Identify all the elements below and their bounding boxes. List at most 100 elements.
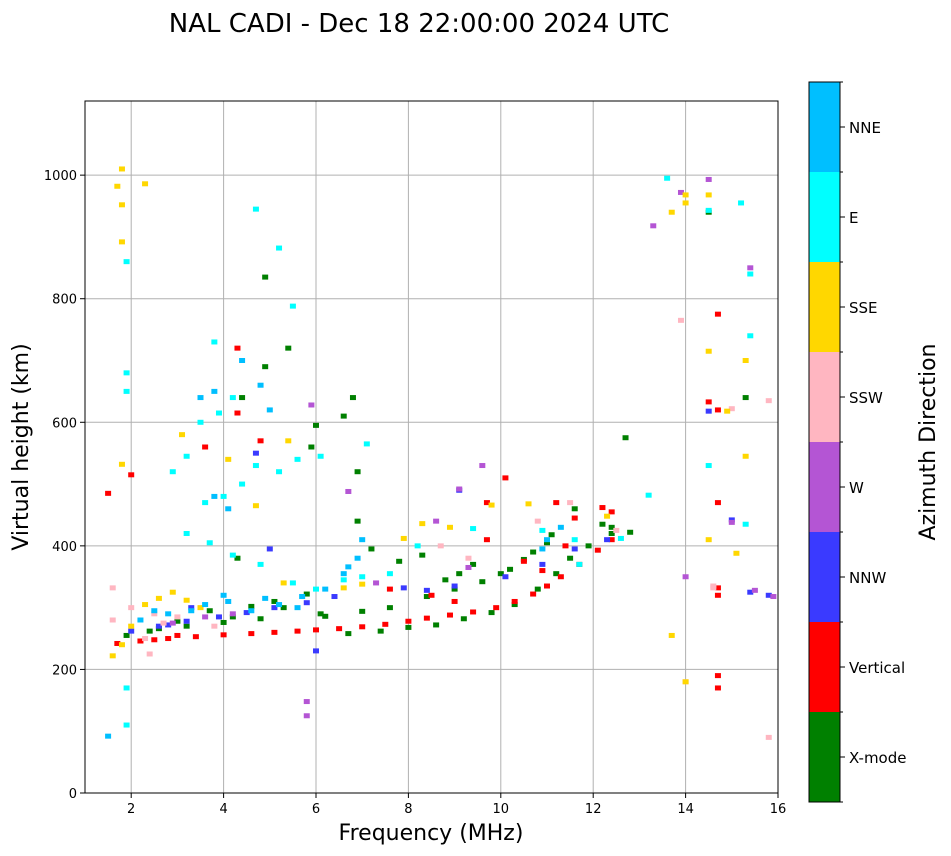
data-point [520,558,527,564]
data-point [604,537,611,543]
data-point [105,733,112,739]
data-point [257,561,264,567]
y-tick-label: 400 [52,540,77,555]
data-point [252,206,259,212]
data-point [571,537,578,543]
data-point [714,685,721,691]
data-point [285,345,292,351]
data-point [303,600,310,606]
data-point [742,358,749,363]
data-point [322,586,329,592]
colorbar-tick-label: X-mode [849,749,906,767]
x-tick-label: 14 [677,802,694,817]
data-point [243,610,250,616]
data-point [553,500,560,506]
data-point [710,583,717,589]
data-point [165,611,172,617]
data-point [229,552,236,558]
data-point [331,594,338,600]
data-point [155,595,162,601]
data-point [257,616,264,622]
data-point [123,722,130,728]
data-point [571,515,578,521]
data-point [248,603,255,609]
data-point [617,535,624,541]
data-point [202,614,209,620]
data-point [539,527,546,533]
x-axis-ticks: 2 4 6 8 10 12 14 16 [127,793,786,817]
data-point [446,524,453,530]
data-point [109,653,116,659]
data-point [765,398,772,404]
data-point [682,574,689,580]
colorbar-tick-label: Vertical [849,659,905,677]
data-point [174,614,181,620]
data-point [299,594,306,600]
data-point [433,622,440,628]
data-point [451,586,458,592]
data-point [118,461,125,467]
data-point [280,580,287,586]
data-point [539,568,546,574]
data-point [114,640,121,646]
data-point [400,585,407,591]
series-vertical [105,311,721,691]
data-point [137,638,144,644]
data-point [294,456,301,462]
data-point [271,598,278,604]
data-point [594,547,601,553]
y-tick-label: 0 [69,787,77,802]
data-point [206,540,213,546]
data-point [377,628,384,634]
data-point [123,685,130,691]
data-point [123,388,130,394]
data-point [197,419,204,425]
data-point [599,505,606,511]
data-point [285,438,292,444]
data-point [313,627,319,633]
data-point [405,618,412,624]
data-point [567,500,574,506]
data-point [215,410,222,416]
data-point [345,564,352,570]
data-point [354,555,361,561]
data-point [396,558,403,564]
data-point [294,605,301,611]
data-point [262,274,269,280]
data-point [419,521,426,527]
data-point [271,605,278,611]
data-point [188,605,195,611]
y-tick-label: 1000 [44,169,77,184]
data-point [714,311,721,317]
colorbar-swatch [809,82,840,172]
data-point [585,543,592,549]
data-point [456,571,463,577]
data-point [423,615,430,621]
data-point [553,571,560,577]
data-point [386,571,393,577]
data-point [414,543,421,549]
data-point [433,518,440,524]
y-tick-label: 200 [52,663,77,678]
y-tick-label: 600 [52,416,77,431]
data-point [151,608,158,614]
data-point [359,537,366,543]
data-point [738,200,745,206]
data-point [169,469,176,475]
data-point [142,636,149,642]
data-point [423,594,430,600]
data-point [502,475,509,481]
data-point [493,605,500,611]
data-point [488,502,495,508]
plot-area: 2 4 6 8 10 12 14 16 0 200 400 600 800 1000 [44,100,786,817]
data-point [714,592,721,598]
colorbar-tick-label: NNE [849,119,881,137]
data-point [571,546,578,552]
data-point [280,605,287,611]
data-point [142,602,149,608]
data-point [322,613,329,619]
data-point [544,540,550,546]
data-point [354,469,361,475]
data-point [105,490,112,496]
data-point [276,245,283,251]
